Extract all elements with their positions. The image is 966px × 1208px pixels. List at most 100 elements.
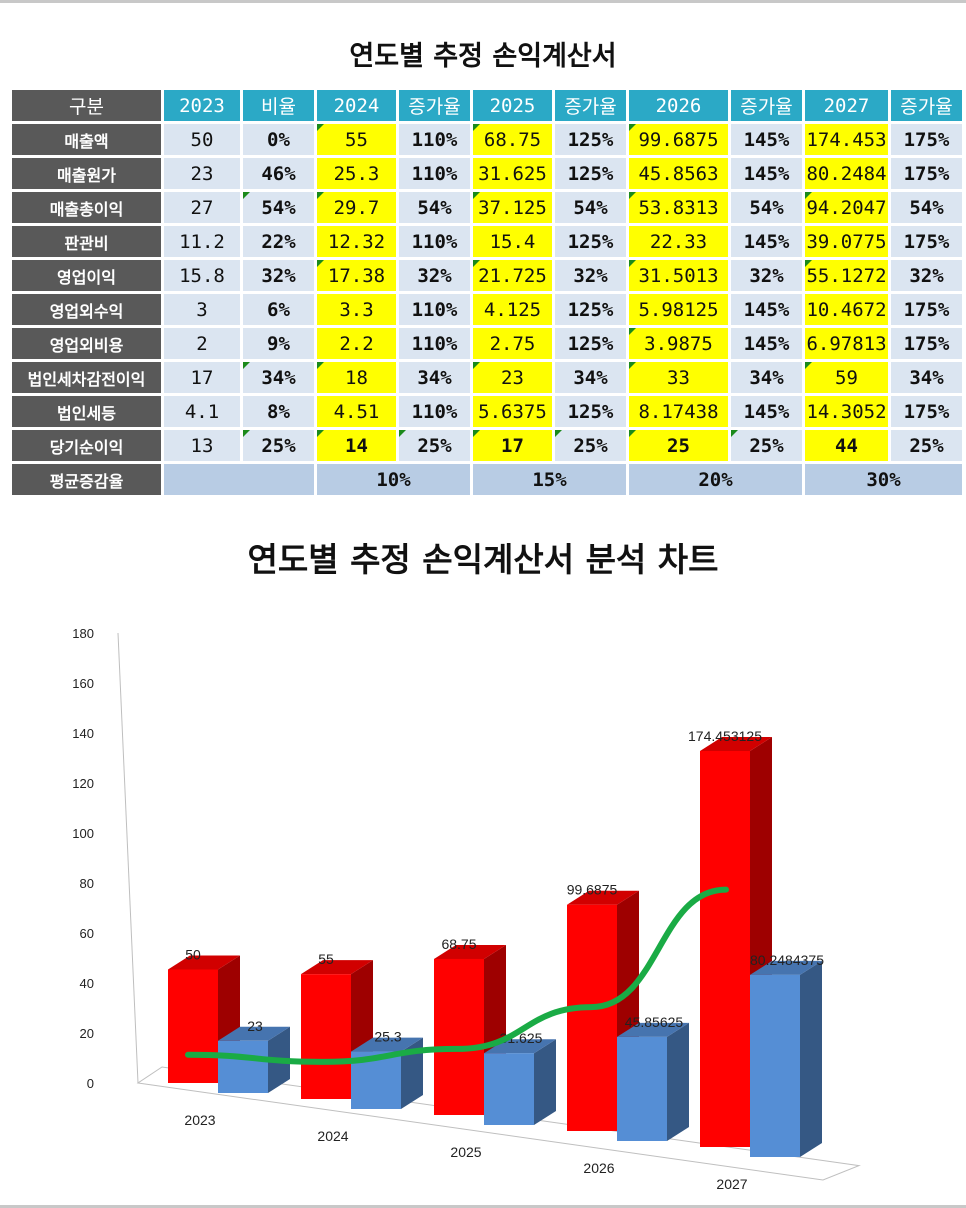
- header-year: 2025: [473, 90, 552, 121]
- table-row: 당기순이익 13 25% 14 25% 17 25% 25 25% 44 25%: [12, 430, 962, 461]
- rate-cell: 54%: [243, 192, 314, 223]
- rate-cell: 175%: [891, 124, 962, 155]
- value-cell: 31.5013: [629, 260, 728, 291]
- bar-cost: [484, 1053, 534, 1125]
- bar-top-face: [434, 944, 506, 959]
- y-tick-label: 100: [72, 826, 94, 841]
- value-cell: 10.4672: [805, 294, 888, 325]
- top-border: [0, 0, 966, 3]
- table-row: 매출액 50 0% 55 110% 68.75 125% 99.6875 145% 174.453…: [12, 124, 962, 155]
- bar-top-face: [750, 960, 822, 975]
- header-rate: 증가율: [555, 90, 626, 121]
- avg-rate-cell: 30%: [805, 464, 962, 495]
- rate-cell: 110%: [399, 328, 470, 359]
- data-label: 99.6875: [567, 882, 618, 898]
- bar-revenue: [434, 958, 484, 1115]
- row-label: 법인세차감전이익: [12, 362, 161, 393]
- value-cell: 33: [629, 362, 728, 393]
- rate-cell: 32%: [891, 260, 962, 291]
- y-tick-label: 120: [72, 776, 94, 791]
- value-cell: 29.7: [317, 192, 396, 223]
- rate-cell: 175%: [891, 396, 962, 427]
- rate-cell: 175%: [891, 328, 962, 359]
- table-row: 법인세차감전이익 17 34% 18 34% 23 34% 33 34% 59 34%: [12, 362, 962, 393]
- value-cell: 13: [164, 430, 240, 461]
- bar-revenue: [700, 750, 750, 1147]
- header-year: 2024: [317, 90, 396, 121]
- rate-cell: 110%: [399, 294, 470, 325]
- x-tick-label: 2027: [716, 1176, 747, 1192]
- row-label: 영업외수익: [12, 294, 161, 325]
- rate-cell: 145%: [731, 294, 802, 325]
- bottom-border: [0, 1205, 966, 1208]
- value-cell: 55: [317, 124, 396, 155]
- bar-top-face: [617, 1022, 689, 1037]
- bar-side-face: [800, 960, 822, 1157]
- rate-cell: 110%: [399, 124, 470, 155]
- rate-cell: 175%: [891, 158, 962, 189]
- x-tick-label: 2026: [583, 1160, 614, 1176]
- value-cell: 27: [164, 192, 240, 223]
- avg-row: 평균증감율 10% 15% 20% 30%: [12, 464, 962, 495]
- rate-cell: 145%: [731, 124, 802, 155]
- bar-cost: [218, 1040, 268, 1093]
- bar-top-face: [700, 736, 772, 751]
- value-cell: 5.98125: [629, 294, 728, 325]
- value-cell: 25: [629, 430, 728, 461]
- bar-side-face: [667, 1022, 689, 1141]
- row-label: 당기순이익: [12, 430, 161, 461]
- row-label: 영업외비용: [12, 328, 161, 359]
- bar-top-face: [351, 1037, 423, 1052]
- y-tick-label: 60: [80, 926, 94, 941]
- bar-chart: 0 20 40 60 80 100 120 140 160 180 50 23 2023 55 25.3 20…: [72, 626, 861, 1192]
- value-cell: 14: [317, 430, 396, 461]
- rate-cell: 54%: [731, 192, 802, 223]
- data-label: 23: [247, 1018, 263, 1034]
- x-tick-label: 2023: [184, 1112, 215, 1128]
- table-row: 영업외비용 2 9% 2.2 110% 2.75 125% 3.9875 145% 6.97813…: [12, 328, 962, 359]
- rate-cell: 175%: [891, 226, 962, 257]
- value-cell: 55.1272: [805, 260, 888, 291]
- value-cell: 17: [473, 430, 552, 461]
- value-cell: 2.75: [473, 328, 552, 359]
- rate-cell: 8%: [243, 396, 314, 427]
- rate-cell: 110%: [399, 396, 470, 427]
- value-cell: 15.8: [164, 260, 240, 291]
- rate-cell: 6%: [243, 294, 314, 325]
- value-cell: 21.725: [473, 260, 552, 291]
- value-cell: 15.4: [473, 226, 552, 257]
- rate-cell: 34%: [731, 362, 802, 393]
- data-label: 25.3: [374, 1029, 401, 1045]
- value-cell: 5.6375: [473, 396, 552, 427]
- y-tick-label: 180: [72, 626, 94, 641]
- row-label: 매출원가: [12, 158, 161, 189]
- x-tick-label: 2025: [450, 1144, 481, 1160]
- rate-cell: 25%: [731, 430, 802, 461]
- y-tick-label: 0: [87, 1076, 94, 1091]
- table-row: 영업외수익 3 6% 3.3 110% 4.125 125% 5.98125 145% 10.46…: [12, 294, 962, 325]
- rate-cell: 25%: [399, 430, 470, 461]
- data-label: 50: [185, 947, 201, 963]
- row-label: 법인세등: [12, 396, 161, 427]
- rate-cell: 32%: [243, 260, 314, 291]
- row-label: 영업이익: [12, 260, 161, 291]
- value-cell: 4.1: [164, 396, 240, 427]
- bar-cost: [617, 1036, 667, 1141]
- rate-cell: 145%: [731, 328, 802, 359]
- avg-blank-cell: [164, 464, 314, 495]
- bar-revenue: [567, 904, 617, 1131]
- value-cell: 6.97813: [805, 328, 888, 359]
- rate-cell: 25%: [555, 430, 626, 461]
- rate-cell: 125%: [555, 294, 626, 325]
- value-cell: 8.17438: [629, 396, 728, 427]
- rate-cell: 110%: [399, 158, 470, 189]
- rate-cell: 0%: [243, 124, 314, 155]
- income-statement-table: 구분 2023 비율 2024 증가율 2025 증가율 2026 증가율 2027 증가율 매출액…: [9, 87, 965, 498]
- value-cell: 39.0775: [805, 226, 888, 257]
- bar-top-face: [218, 1026, 290, 1041]
- value-cell: 12.32: [317, 226, 396, 257]
- rate-cell: 32%: [731, 260, 802, 291]
- y-tick-label: 160: [72, 676, 94, 691]
- value-cell: 53.8313: [629, 192, 728, 223]
- header-label: 구분: [12, 90, 161, 121]
